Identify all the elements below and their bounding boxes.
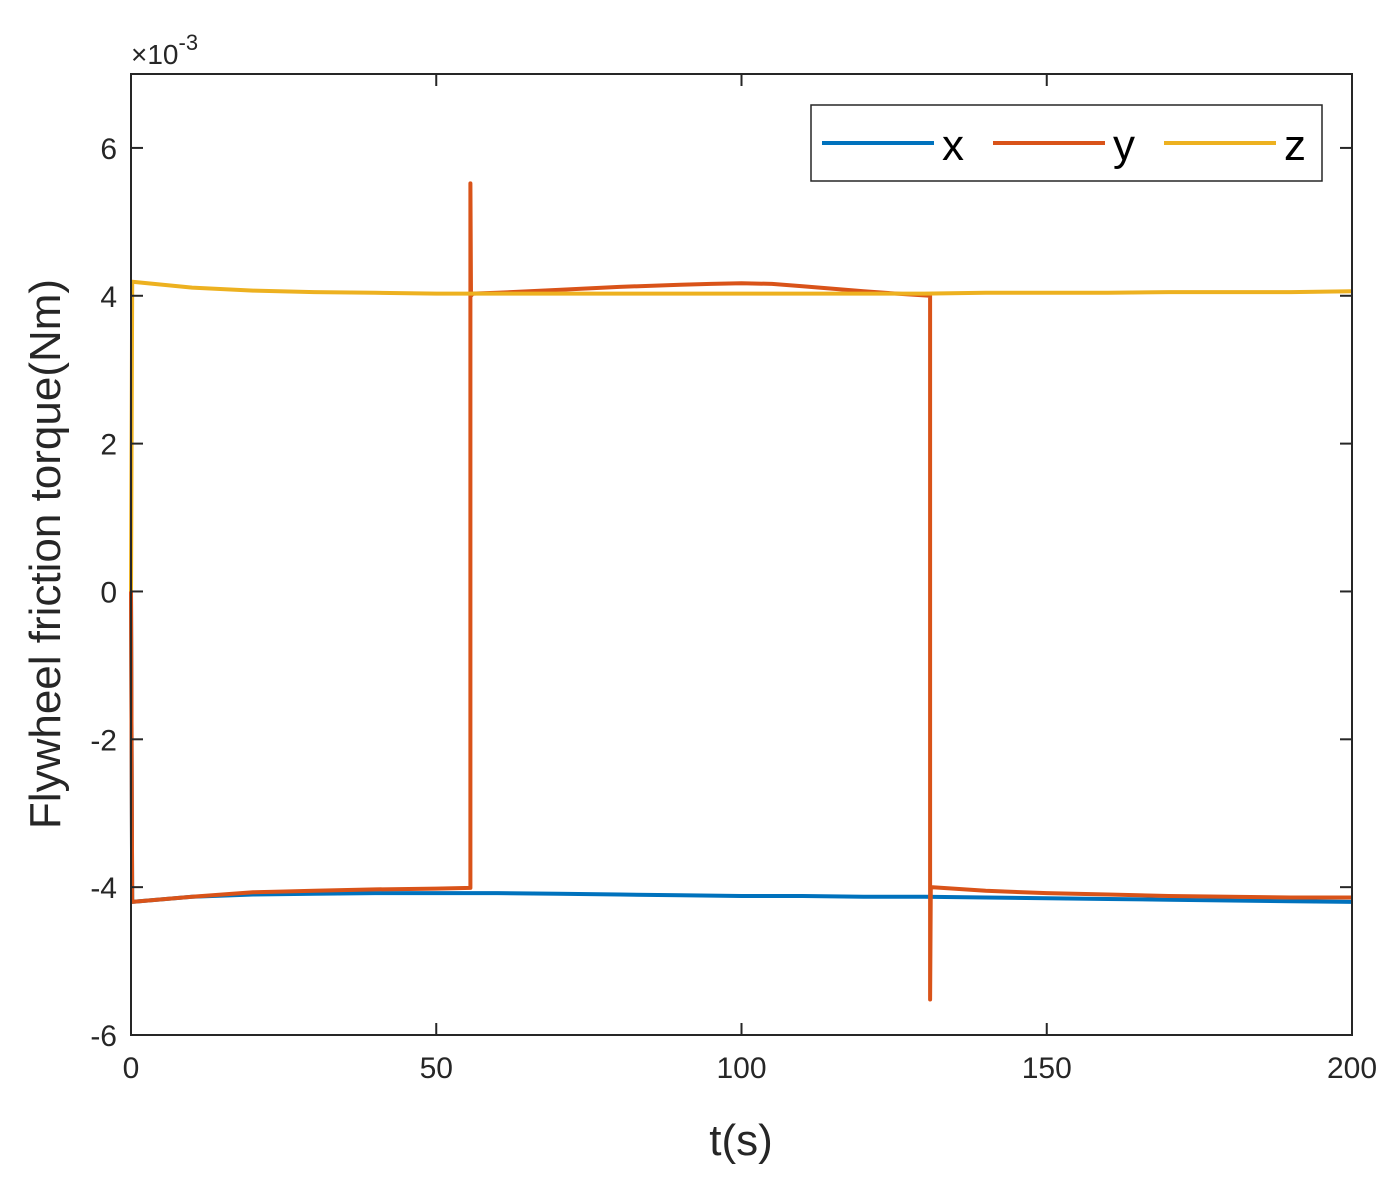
- series-line-x: [129, 591, 1353, 904]
- y-tick-label: 4: [100, 281, 117, 314]
- x-tick-label: 200: [1327, 1052, 1377, 1085]
- x-tick-label: 50: [420, 1052, 453, 1085]
- y-tick-label: 6: [100, 133, 117, 166]
- plot-frame: [130, 73, 1353, 1036]
- legend: x y z: [810, 104, 1323, 182]
- y-tick-label: 2: [100, 429, 117, 462]
- y-tick-label: -6: [90, 1020, 117, 1053]
- legend-label-z: z: [1284, 121, 1306, 170]
- tick-labels-layer: 0 50 100 150 200 -6 -4 -2 0 2 4 6: [90, 133, 1377, 1085]
- x-axis-label: t(s): [709, 1116, 773, 1165]
- x-tick-label: 0: [123, 1052, 140, 1085]
- x-tick-label: 100: [716, 1052, 766, 1085]
- plot-background: [131, 74, 1352, 1035]
- series-line-y: [129, 181, 1352, 1002]
- legend-label-y: y: [1113, 121, 1135, 170]
- legend-label-x: x: [942, 121, 964, 170]
- y-tick-label: -4: [90, 872, 117, 905]
- x-tick-label: 150: [1022, 1052, 1072, 1085]
- y-axis-label: Flywheel friction torque(Nm): [21, 279, 70, 829]
- series-line-z: [129, 279, 1353, 592]
- series-layer: [129, 181, 1353, 1002]
- y-tick-label: -2: [90, 724, 117, 757]
- y-tick-label: 0: [100, 576, 117, 609]
- y-exponent-label: ×10-3: [131, 30, 198, 70]
